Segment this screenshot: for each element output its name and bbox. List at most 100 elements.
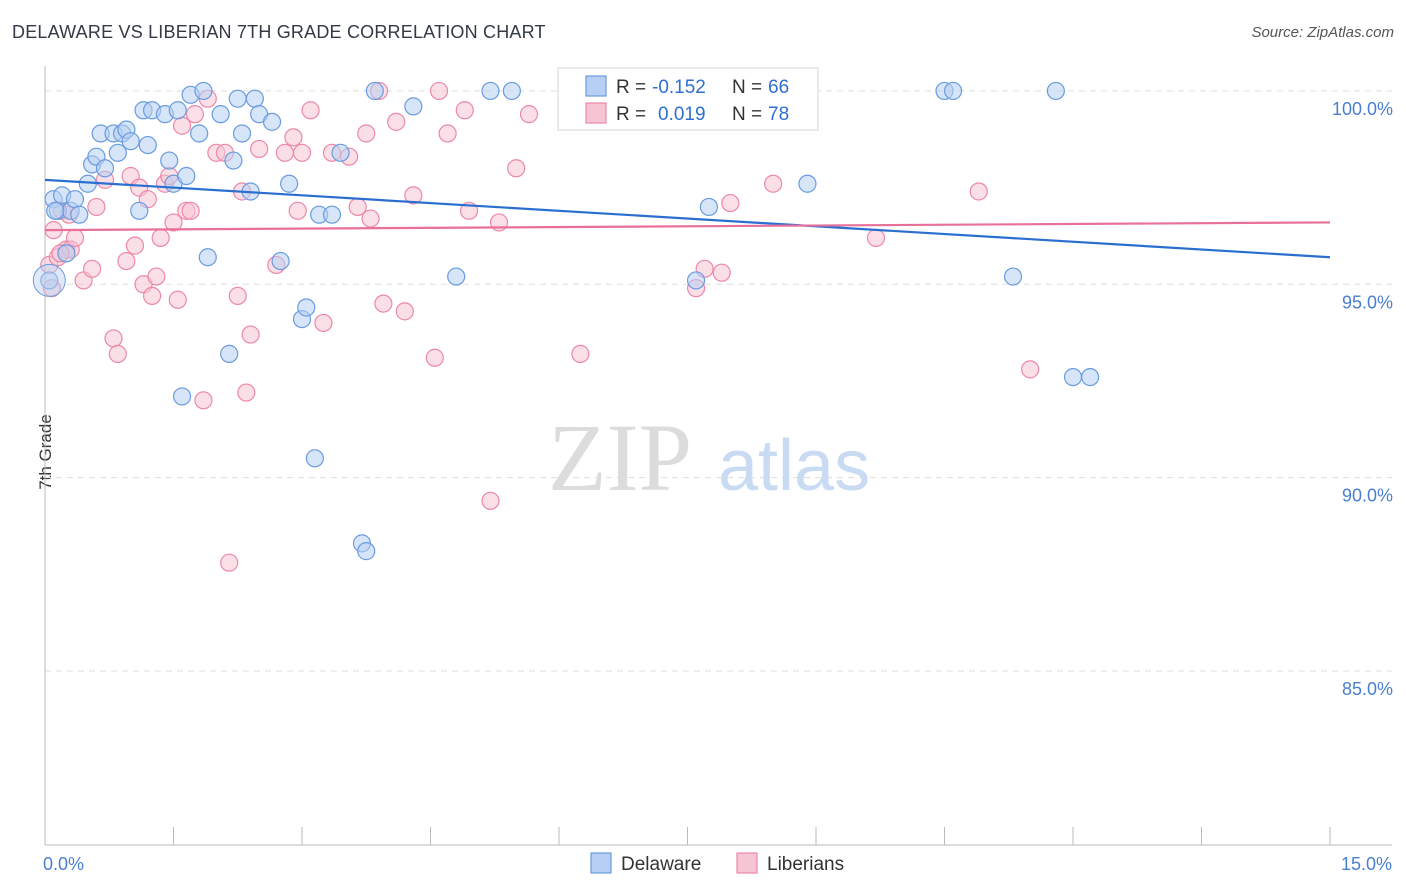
legend-swatch-liberians (585, 102, 607, 124)
delaware-point (57, 244, 76, 263)
delaware-point (190, 124, 209, 143)
bottom-legend-swatch-delaware (590, 852, 612, 874)
liberians-point (288, 201, 307, 220)
delaware-point (331, 143, 350, 162)
delaware-point (138, 135, 157, 155)
liberians-point (301, 101, 320, 120)
delaware-point (365, 81, 384, 101)
delaware-point (177, 166, 196, 186)
delaware-point (322, 205, 342, 224)
trend-lines (44, 178, 1331, 259)
watermark-zip: ZIP (548, 404, 692, 511)
liberians-point (519, 105, 539, 124)
liberians-point (241, 325, 260, 344)
delaware-trend-line (44, 178, 1331, 259)
delaware-point-cluster (32, 263, 66, 297)
liberians-point (65, 228, 85, 247)
liberians-point (361, 209, 380, 228)
delaware-point (228, 89, 247, 108)
delaware-point (245, 89, 264, 108)
liberians-point (425, 348, 444, 367)
bottom-legend-liberians: Liberians (767, 854, 844, 875)
delaware-point (271, 251, 290, 271)
liberians-point (866, 228, 886, 247)
liberians-point (104, 329, 123, 348)
delaware-point (798, 174, 817, 193)
delaware-point (502, 81, 521, 101)
liberians-point (125, 236, 145, 255)
liberians-point (168, 290, 187, 309)
legend-swatch-delaware (585, 75, 607, 97)
liberians-point (284, 128, 303, 147)
delaware-point (481, 81, 500, 101)
legend-n-value-1: 66 (768, 77, 789, 98)
delaware-point (198, 248, 217, 267)
stats-legend: R = -0.152 N = 66 R = 0.019 N = 78 (557, 67, 819, 131)
liberians-point (712, 263, 731, 282)
delaware-point (65, 190, 85, 209)
liberians-point (481, 491, 500, 510)
delaware-points (32, 81, 1100, 561)
watermark: ZIP atlas (548, 404, 870, 511)
liberians-point (721, 193, 740, 213)
liberians-point (147, 267, 166, 286)
legend-r-label-1: R = (616, 77, 646, 98)
liberians-point (1021, 360, 1040, 379)
liberians-point (357, 124, 376, 143)
liberians-point (438, 124, 457, 143)
legend-r-value-1: -0.152 (652, 77, 706, 98)
delaware-point (262, 112, 282, 131)
legend-n-label-2: N = (732, 104, 762, 125)
delaware-point (95, 159, 115, 178)
liberians-point (185, 105, 205, 124)
delaware-point (130, 201, 149, 220)
x-tick-label: 15.0% (1341, 854, 1392, 874)
watermark-atlas: atlas (718, 426, 870, 506)
delaware-point (40, 271, 59, 290)
delaware-point (70, 205, 89, 224)
liberians-point (404, 186, 423, 205)
liberians-point (142, 286, 162, 305)
delaware-point (224, 151, 243, 170)
y-tick-label: 90.0% (1342, 486, 1393, 506)
liberians-point (292, 143, 312, 162)
delaware-point (297, 298, 316, 317)
y-tick-label: 100.0% (1332, 99, 1393, 119)
delaware-point (121, 132, 140, 151)
liberians-point (164, 213, 183, 232)
delaware-point (232, 124, 252, 143)
delaware-point (699, 197, 719, 217)
liberians-point (387, 112, 406, 131)
gridlines (45, 90, 1392, 672)
bottom-legend-delaware: Delaware (621, 854, 701, 875)
liberians-point (108, 344, 127, 363)
liberians-point (151, 228, 170, 247)
liberians-point (374, 294, 393, 313)
delaware-point (108, 143, 127, 162)
liberians-point (314, 313, 333, 333)
tick-labels: 100.0% 95.0% 90.0% 85.0% 0.0% 15.0% (43, 99, 1393, 874)
legend-r-value-2: 0.019 (658, 104, 706, 125)
delaware-point (160, 151, 179, 170)
liberians-point (395, 302, 414, 321)
liberians-point (237, 383, 256, 402)
delaware-point (1003, 267, 1023, 286)
liberians-point (571, 344, 590, 363)
liberians-point (275, 143, 294, 162)
liberians-point (764, 174, 783, 193)
liberians-points (40, 81, 1040, 572)
y-tick-label: 95.0% (1342, 292, 1393, 312)
delaware-point (1063, 367, 1083, 387)
x-tick-label: 0.0% (43, 854, 84, 874)
liberians-trend-line (44, 221, 1331, 232)
delaware-point (357, 542, 376, 561)
liberians-point (507, 159, 526, 178)
delaware-point (943, 81, 963, 101)
liberians-point (87, 197, 106, 217)
delaware-point (211, 105, 230, 124)
delaware-point (1046, 81, 1065, 101)
liberians-point (250, 139, 269, 159)
delaware-point (1081, 367, 1100, 387)
delaware-point (194, 81, 213, 101)
